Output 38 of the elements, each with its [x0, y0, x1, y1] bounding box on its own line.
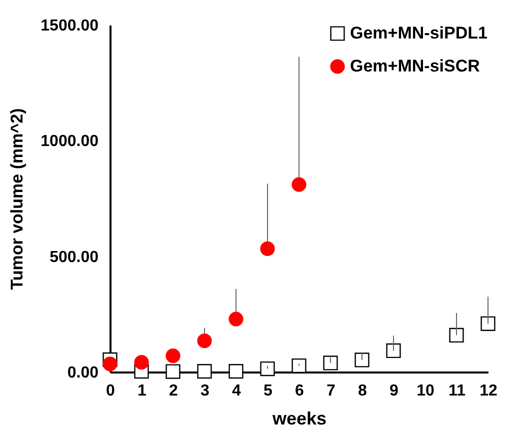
point: [386, 343, 401, 358]
y-axis-title: Tumor volume (mm^2): [8, 108, 27, 290]
point: [323, 356, 338, 370]
x-tick-label: 11: [448, 382, 466, 400]
point: [260, 361, 275, 376]
x-tick-label: 2: [169, 382, 178, 400]
y-tick-label: 1000.00: [40, 133, 99, 150]
x-tick-label: 4: [232, 382, 242, 400]
y-tick-label: 0.00: [67, 364, 99, 382]
point: [292, 177, 306, 192]
legend-label: Gem+MN-siSCR: [350, 56, 480, 76]
point: [292, 358, 306, 374]
x-tick-label: 5: [264, 382, 273, 400]
x-tick-label: 3: [200, 382, 210, 400]
point: [354, 352, 370, 368]
point: [197, 333, 212, 348]
x-tick-label: 12: [480, 382, 498, 400]
point: [166, 348, 180, 364]
point: [480, 316, 496, 331]
x-axis-title: weeks: [271, 408, 327, 428]
point: [228, 312, 244, 326]
legend-label: Gem+MN-siPDL1: [350, 24, 488, 42]
point: [449, 328, 464, 343]
y-tick-label: 500.00: [50, 248, 99, 266]
x-tick-label: 9: [390, 382, 399, 400]
point: [260, 241, 275, 256]
point: [197, 364, 212, 379]
point: [134, 354, 149, 370]
x-tick-label: 1: [138, 382, 147, 400]
y-tick-label: 1500.00: [40, 18, 99, 34]
x-tick-label: 0: [106, 382, 116, 400]
x-tick-label: 10: [416, 382, 434, 400]
point: [166, 364, 180, 379]
point: [102, 356, 118, 372]
x-tick-label: 7: [326, 382, 336, 400]
point: [228, 364, 244, 379]
x-tick-label: 8: [358, 382, 368, 400]
x-tick-label: 6: [295, 382, 304, 400]
